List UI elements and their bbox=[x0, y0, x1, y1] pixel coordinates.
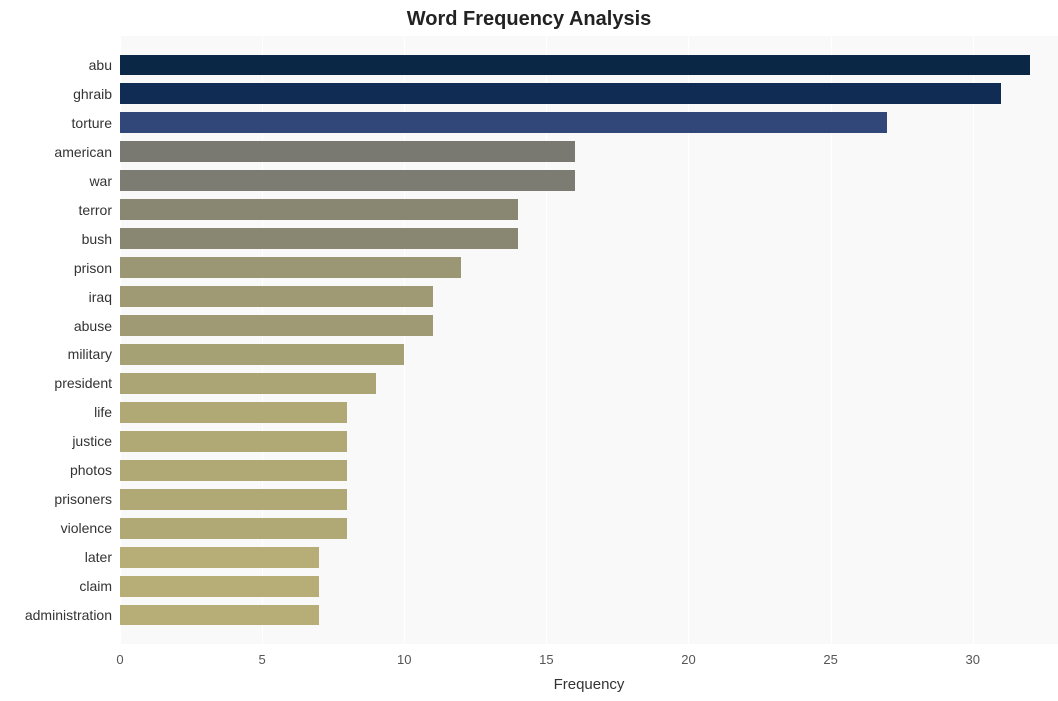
bar bbox=[120, 518, 347, 539]
bar bbox=[120, 199, 518, 220]
y-tick-label: abu bbox=[0, 57, 112, 73]
y-tick-label: iraq bbox=[0, 289, 112, 305]
y-tick-label: american bbox=[0, 144, 112, 160]
bar bbox=[120, 344, 404, 365]
y-tick-label: abuse bbox=[0, 318, 112, 334]
chart-title: Word Frequency Analysis bbox=[0, 8, 1058, 31]
gridline bbox=[973, 36, 974, 644]
y-tick-label: later bbox=[0, 549, 112, 565]
x-tick-label: 0 bbox=[116, 652, 123, 667]
bar bbox=[120, 112, 887, 133]
y-tick-label: terror bbox=[0, 202, 112, 218]
bar bbox=[120, 228, 518, 249]
chart-container: Word Frequency Analysis Frequency 0 5 10 15… bbox=[0, 0, 1058, 701]
x-axis-label: Frequency bbox=[120, 676, 1058, 693]
bar bbox=[120, 83, 1001, 104]
plot-area bbox=[120, 36, 1058, 644]
y-tick-label: torture bbox=[0, 115, 112, 131]
y-tick-label: claim bbox=[0, 578, 112, 594]
x-tick-label: 20 bbox=[681, 652, 695, 667]
bar bbox=[120, 460, 347, 481]
y-tick-label: ghraib bbox=[0, 86, 112, 102]
x-tick-label: 10 bbox=[397, 652, 411, 667]
bar bbox=[120, 373, 376, 394]
bar bbox=[120, 576, 319, 597]
bar bbox=[120, 605, 319, 626]
bar bbox=[120, 141, 575, 162]
bar bbox=[120, 431, 347, 452]
y-tick-label: president bbox=[0, 375, 112, 391]
bar bbox=[120, 286, 433, 307]
y-tick-label: prisoners bbox=[0, 491, 112, 507]
y-tick-label: justice bbox=[0, 433, 112, 449]
y-tick-label: military bbox=[0, 346, 112, 362]
x-tick-label: 5 bbox=[258, 652, 265, 667]
y-tick-label: war bbox=[0, 173, 112, 189]
y-tick-label: bush bbox=[0, 231, 112, 247]
bar bbox=[120, 489, 347, 510]
y-tick-label: life bbox=[0, 404, 112, 420]
x-tick-label: 25 bbox=[823, 652, 837, 667]
y-tick-label: administration bbox=[0, 607, 112, 623]
y-tick-label: violence bbox=[0, 520, 112, 536]
y-tick-label: prison bbox=[0, 260, 112, 276]
bar bbox=[120, 170, 575, 191]
bar bbox=[120, 547, 319, 568]
bar bbox=[120, 257, 461, 278]
x-tick-label: 30 bbox=[965, 652, 979, 667]
bar bbox=[120, 402, 347, 423]
y-tick-label: photos bbox=[0, 462, 112, 478]
bar bbox=[120, 315, 433, 336]
x-tick-label: 15 bbox=[539, 652, 553, 667]
bar bbox=[120, 55, 1030, 76]
